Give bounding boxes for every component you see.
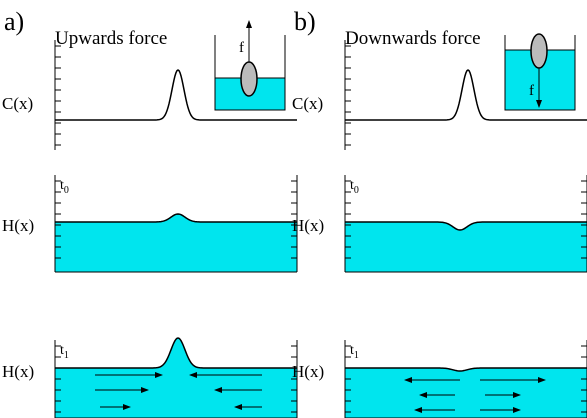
concentration-curve bbox=[345, 69, 587, 121]
water-body bbox=[345, 222, 587, 272]
time-subscript: 0 bbox=[64, 185, 69, 196]
panel-title: Downwards force bbox=[345, 28, 481, 49]
time-subscript: 1 bbox=[64, 350, 69, 361]
time-symbol: t bbox=[60, 343, 64, 358]
panel-label: b) bbox=[294, 7, 316, 36]
force-label: f bbox=[529, 83, 534, 99]
water-surface bbox=[55, 337, 297, 369]
axis-label: H(x) bbox=[292, 216, 324, 235]
axis-label: H(x) bbox=[2, 362, 34, 381]
float-object bbox=[530, 33, 548, 69]
axis-label: C(x) bbox=[292, 94, 323, 113]
water-body bbox=[345, 368, 587, 418]
time-label: t1 bbox=[60, 343, 69, 361]
time-label: t0 bbox=[350, 178, 359, 196]
panel-label: a) bbox=[4, 7, 24, 36]
time-subscript: 1 bbox=[354, 350, 359, 361]
water-surface bbox=[345, 221, 587, 231]
time-symbol: t bbox=[350, 343, 354, 358]
water-surface bbox=[55, 213, 297, 223]
float-object bbox=[240, 61, 258, 97]
water-body bbox=[55, 214, 297, 272]
inset-container bbox=[214, 35, 286, 111]
concentration-curve bbox=[55, 69, 297, 121]
time-label: t1 bbox=[350, 343, 359, 361]
panel-title: Upwards force bbox=[55, 28, 167, 49]
inset-container bbox=[504, 35, 576, 111]
time-label: t0 bbox=[60, 178, 69, 196]
axis-label: H(x) bbox=[292, 362, 324, 381]
time-symbol: t bbox=[60, 178, 64, 193]
axis-label: C(x) bbox=[2, 94, 33, 113]
water-surface bbox=[345, 367, 587, 372]
force-label: f bbox=[239, 40, 244, 56]
water-body bbox=[55, 338, 297, 418]
time-subscript: 0 bbox=[354, 185, 359, 196]
time-symbol: t bbox=[350, 178, 354, 193]
axis-label: H(x) bbox=[2, 216, 34, 235]
